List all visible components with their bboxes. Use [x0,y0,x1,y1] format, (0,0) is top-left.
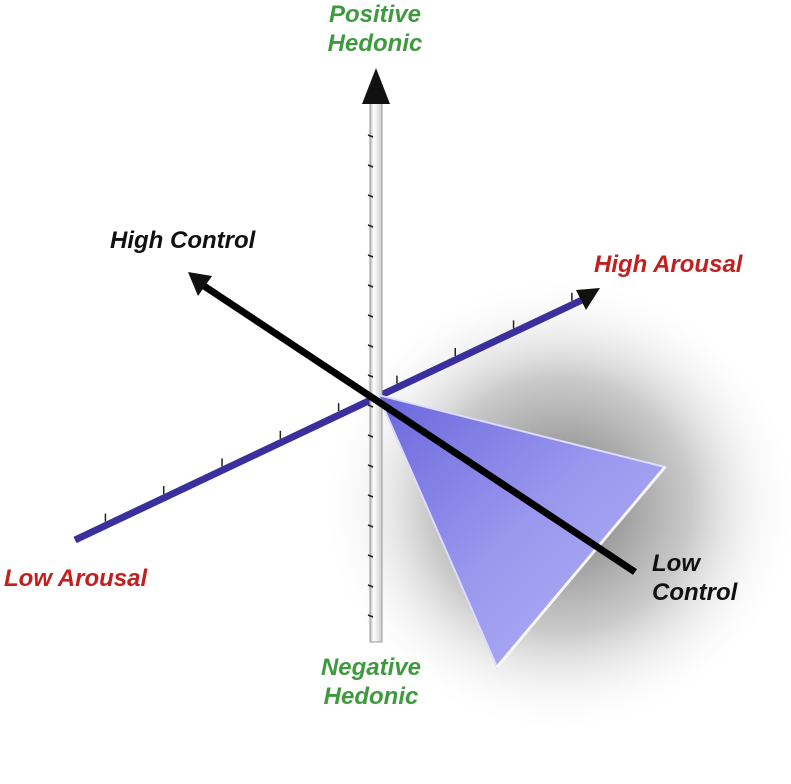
negative-hedonic-line2: Hedonic [323,683,419,710]
hedonic-tick [367,584,374,588]
hedonic-axis [369,99,383,643]
high-arousal-label: High Arousal [594,251,743,278]
cone-edge-highlight [495,466,667,668]
control-axis [196,279,637,575]
hedonic-tick [367,194,374,198]
negative-hedonic-line1: Negative [320,654,422,681]
positive-hedonic-line1: Positive [328,1,422,28]
low-arousal-label: Low Arousal [4,565,148,592]
hedonic-tick [367,524,374,528]
negative-hedonic-label: Negative Hedonic [296,653,446,711]
hedonic-tick [367,614,374,618]
low-control-label: Low Control [652,549,737,607]
arousal-axis [73,296,584,544]
high-arousal-arrowhead [576,288,600,310]
hedonic-tick [367,464,374,468]
hedonic-tick [367,134,374,138]
positive-hedonic-label: Positive Hedonic [300,0,450,58]
hedonic-tick [367,404,374,408]
hedonic-tick [367,164,374,168]
hedonic-tick [367,314,374,318]
high-control-label: High Control [110,227,256,254]
positive-hedonic-line2: Hedonic [327,30,423,57]
high-control-arrowhead [188,272,212,296]
positive-hedonic-arrowhead [362,68,390,104]
hedonic-tick [367,374,374,378]
hedonic-tick [367,344,374,348]
low-control-line1: Low [652,550,700,577]
hedonic-tick [367,434,374,438]
hedonic-tick [367,224,374,228]
hedonic-tick [367,284,374,288]
hedonic-tick [367,554,374,558]
low-control-line2: Control [652,579,738,606]
hedonic-tick [367,494,374,498]
hedonic-tick [367,254,374,258]
